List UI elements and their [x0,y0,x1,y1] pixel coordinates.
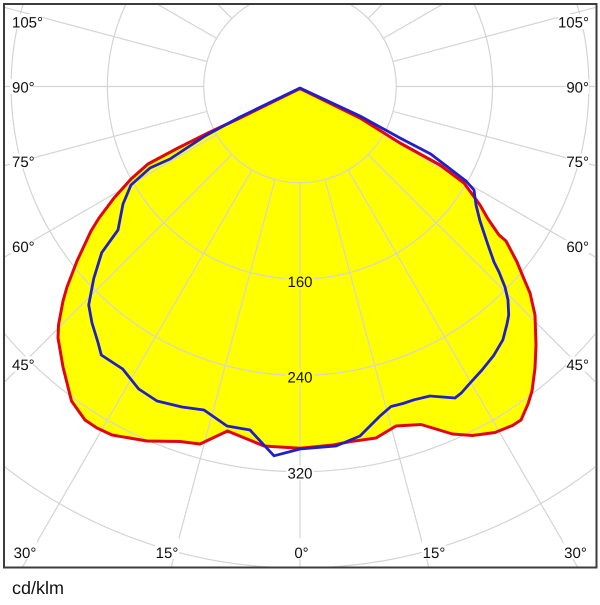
svg-text:0°: 0° [294,545,308,562]
svg-text:60°: 60° [566,239,589,256]
svg-text:105°: 105° [558,15,589,32]
svg-text:105°: 105° [12,15,43,32]
svg-text:75°: 75° [12,154,35,171]
svg-text:15°: 15° [156,545,179,562]
svg-text:75°: 75° [566,154,589,171]
svg-text:45°: 45° [12,357,35,374]
svg-text:cd/klm: cd/klm [12,578,64,598]
svg-text:320: 320 [287,466,312,483]
svg-text:90°: 90° [12,80,35,97]
svg-text:45°: 45° [566,357,589,374]
svg-text:90°: 90° [566,80,589,97]
svg-text:30°: 30° [14,545,37,562]
svg-text:60°: 60° [12,239,35,256]
svg-text:15°: 15° [423,545,446,562]
svg-text:30°: 30° [564,545,587,562]
svg-text:160: 160 [287,274,312,291]
svg-text:240: 240 [287,370,312,387]
